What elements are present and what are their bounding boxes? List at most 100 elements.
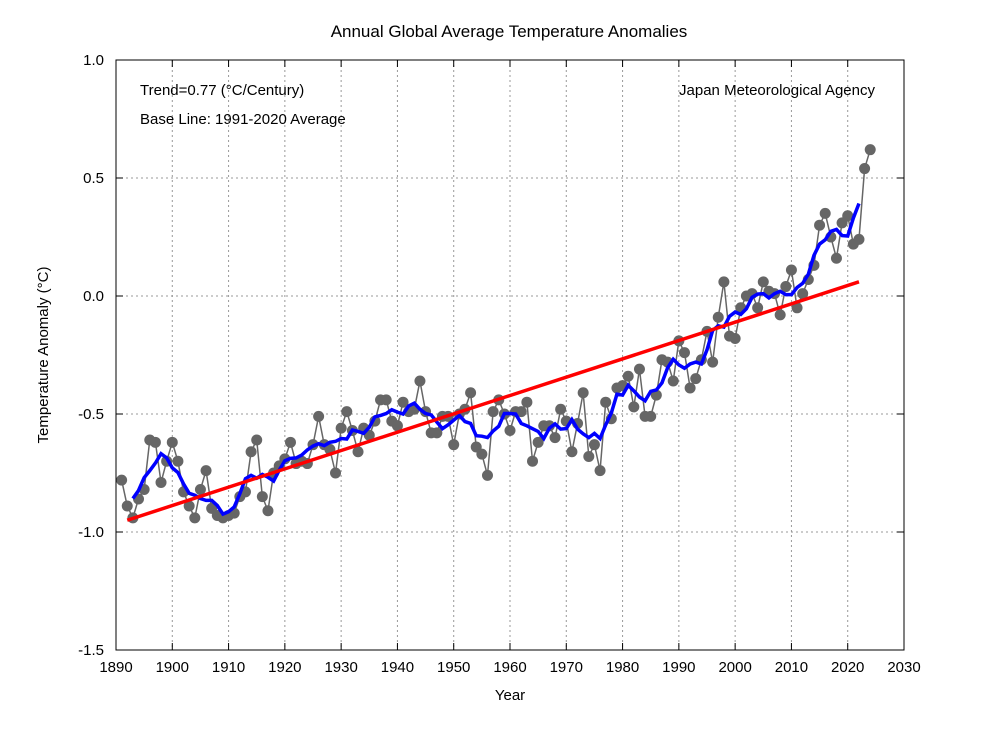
annual-point (645, 410, 657, 422)
annual-point (853, 233, 865, 245)
annual-point (149, 436, 161, 448)
annual-point (842, 210, 854, 222)
annual-point (628, 401, 640, 413)
y-tick-label: 1.0 (83, 52, 104, 69)
annual-point (780, 281, 792, 293)
annual-point (487, 406, 499, 418)
annual-point (864, 144, 876, 156)
annual-point (594, 465, 606, 477)
annual-point (155, 476, 167, 488)
annual-point (341, 406, 353, 418)
x-tick-label: 1950 (437, 659, 470, 676)
y-axis-label: Temperature Anomaly (°C) (35, 267, 52, 444)
annual-point (577, 387, 589, 399)
annual-point (121, 500, 133, 512)
annual-point (549, 432, 561, 444)
annual-point (380, 394, 392, 406)
x-tick-label: 1930 (324, 659, 357, 676)
annual-point (583, 450, 595, 462)
x-tick-label: 1900 (156, 659, 189, 676)
annual-point (166, 436, 178, 448)
x-tick-label: 2030 (887, 659, 920, 676)
annual-point (172, 455, 184, 467)
annual-point (515, 406, 527, 418)
y-tick-label: -1.0 (78, 524, 104, 541)
annual-point (555, 403, 567, 415)
annual-point (532, 436, 544, 448)
annual-point (712, 311, 724, 323)
y-tick-label: 0.0 (83, 288, 104, 305)
annual-point (814, 219, 826, 231)
annual-point (757, 276, 769, 288)
annual-point (352, 446, 364, 458)
annual-point (718, 276, 730, 288)
annual-point (481, 469, 493, 481)
annual-point (543, 420, 555, 432)
x-tick-label: 1990 (662, 659, 695, 676)
annual-point (797, 288, 809, 300)
plot-marks (116, 144, 876, 524)
annual-point (707, 356, 719, 368)
x-tick-label: 1960 (493, 659, 526, 676)
annual-point (684, 382, 696, 394)
x-tick-label: 1980 (606, 659, 639, 676)
annual-point (678, 347, 690, 359)
annual-point (690, 373, 702, 385)
x-axis-label: Year (495, 687, 525, 704)
trend-annotation: Trend=0.77 (°C/Century) (140, 82, 304, 99)
annual-point (465, 387, 477, 399)
annual-point (251, 434, 263, 446)
annual-point (566, 446, 578, 458)
annual-point (588, 439, 600, 451)
trend-line (126, 280, 860, 522)
annual-point (431, 427, 443, 439)
annual-point (414, 375, 426, 387)
annual-point (774, 309, 786, 321)
annual-point (189, 512, 201, 524)
x-axis: 1890 1900 1910 1920 1930 1940 1950 1960 1970 1980… (99, 60, 921, 676)
annual-point (330, 467, 342, 479)
x-tick-label: 1890 (99, 659, 132, 676)
y-tick-label: -1.5 (78, 642, 104, 659)
running-mean-line (131, 202, 861, 517)
baseline-annotation: Base Line: 1991-2020 Average (140, 111, 346, 128)
annual-point (256, 491, 268, 503)
annual-point (200, 465, 212, 477)
plot-frame (115, 59, 905, 651)
annual-point (600, 396, 612, 408)
x-tick-label: 1920 (268, 659, 301, 676)
annual-point (527, 455, 539, 467)
annual-point (785, 264, 797, 276)
annual-point (521, 396, 533, 408)
grid (116, 60, 904, 650)
x-tick-label: 1970 (550, 659, 583, 676)
annual-point (791, 302, 803, 314)
annual-point (476, 448, 488, 460)
annual-point (262, 505, 274, 517)
annual-line (120, 149, 871, 521)
annual-point (335, 422, 347, 434)
x-tick-label: 2000 (718, 659, 751, 676)
annual-point (284, 436, 296, 448)
annual-point (729, 332, 741, 344)
y-tick-label: 0.5 (83, 170, 104, 187)
annual-point (819, 207, 831, 219)
annual-point (194, 484, 206, 496)
annual-point (391, 420, 403, 432)
annual-point (830, 252, 842, 264)
annual-point (504, 425, 516, 437)
annual-point (397, 396, 409, 408)
annual-point (313, 410, 325, 422)
x-tick-label: 2010 (775, 659, 808, 676)
annual-point (116, 474, 128, 486)
y-tick-label: -0.5 (78, 406, 104, 423)
annual-point (633, 363, 645, 375)
annual-point (859, 163, 871, 175)
annual-point (448, 439, 460, 451)
source-annotation: Japan Meteorological Agency (679, 82, 875, 99)
annual-point (183, 500, 195, 512)
annual-point (667, 375, 679, 387)
chart-title: Annual Global Average Temperature Anomal… (331, 22, 688, 41)
